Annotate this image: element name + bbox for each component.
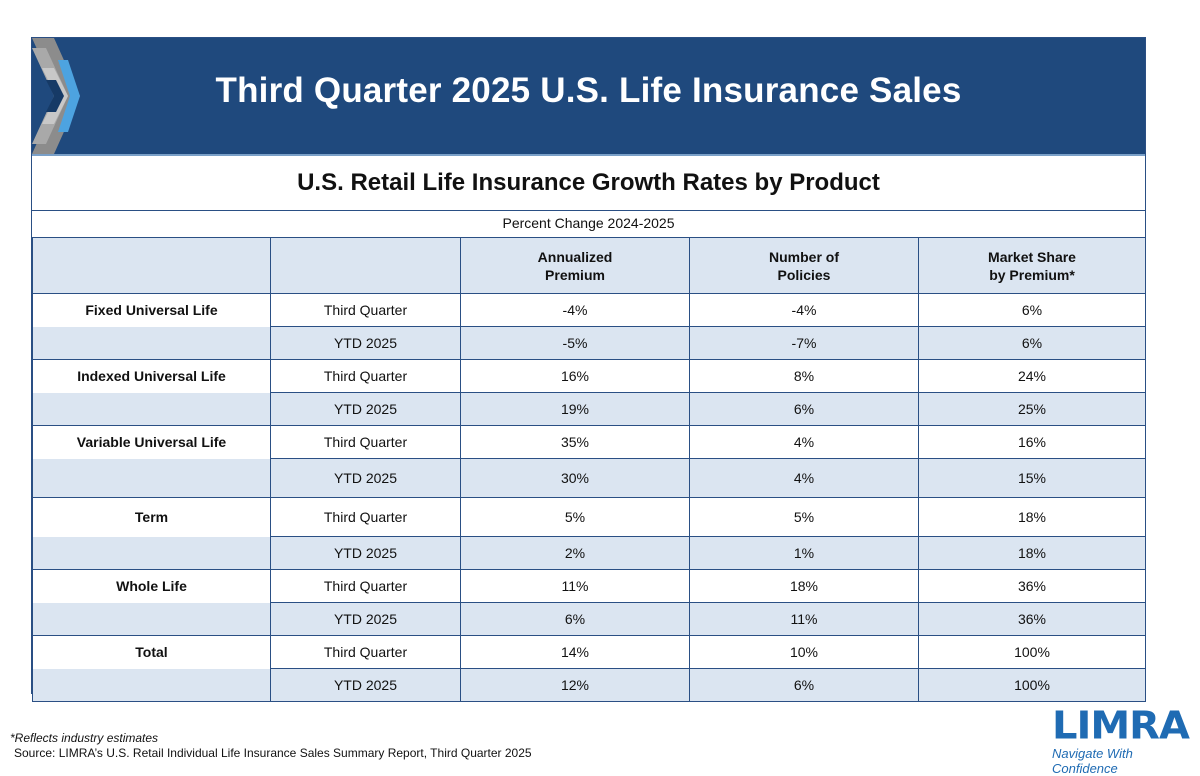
table-row: YTD 2025 19% 6% 25% [32, 392, 1146, 426]
premium-cell: 14% [460, 635, 690, 669]
table-row: Fixed Universal Life Third Quarter -4% -… [32, 293, 1146, 327]
share-cell: 15% [918, 458, 1146, 498]
table-row: YTD 2025 12% 6% 100% [32, 668, 1146, 702]
policies-cell: 18% [689, 569, 919, 603]
header-annualized-premium: Annualized Premium [460, 237, 690, 294]
table-row: YTD 2025 2% 1% 18% [32, 536, 1146, 570]
policies-cell: 10% [689, 635, 919, 669]
premium-cell: 16% [460, 359, 690, 393]
policies-cell: -4% [689, 293, 919, 327]
footnote: *Reflects industry estimates [10, 731, 159, 745]
premium-cell: 5% [460, 497, 690, 537]
policies-cell: -7% [689, 326, 919, 360]
product-label: Fixed Universal Life [32, 293, 271, 327]
premium-cell: 19% [460, 392, 690, 426]
table-row: Total Third Quarter 14% 10% 100% [32, 635, 1146, 669]
policies-cell: 8% [689, 359, 919, 393]
product-label: Whole Life [32, 569, 271, 603]
table-row: Indexed Universal Life Third Quarter 16%… [32, 359, 1146, 393]
table-row: Whole Life Third Quarter 11% 18% 36% [32, 569, 1146, 603]
period-label: Percent Change 2024-2025 [32, 210, 1145, 238]
share-cell: 100% [918, 668, 1146, 702]
period-cell: YTD 2025 [270, 326, 461, 360]
product-label [32, 458, 271, 498]
policies-cell: 11% [689, 602, 919, 636]
product-label [32, 392, 271, 426]
header-market-share: Market Share by Premium* [918, 237, 1146, 294]
premium-cell: 11% [460, 569, 690, 603]
policies-cell: 6% [689, 392, 919, 426]
share-cell: 18% [918, 497, 1146, 537]
share-cell: 25% [918, 392, 1146, 426]
period-cell: YTD 2025 [270, 668, 461, 702]
policies-cell: 1% [689, 536, 919, 570]
policies-cell: 5% [689, 497, 919, 537]
product-label [32, 668, 271, 702]
period-cell: YTD 2025 [270, 458, 461, 498]
policies-cell: 4% [689, 425, 919, 459]
logo-wordmark: LIMRA [1052, 704, 1190, 748]
header-period [270, 237, 461, 294]
product-label: Variable Universal Life [32, 425, 271, 459]
product-label: Indexed Universal Life [32, 359, 271, 393]
period-cell: Third Quarter [270, 359, 461, 393]
table-subtitle: U.S. Retail Life Insurance Growth Rates … [32, 156, 1145, 211]
period-cell: YTD 2025 [270, 602, 461, 636]
premium-cell: 2% [460, 536, 690, 570]
premium-cell: 6% [460, 602, 690, 636]
table-row: Term Third Quarter 5% 5% 18% [32, 497, 1146, 537]
product-label [32, 326, 271, 360]
table-row: YTD 2025 6% 11% 36% [32, 602, 1146, 636]
share-cell: 6% [918, 326, 1146, 360]
premium-cell: -4% [460, 293, 690, 327]
share-cell: 36% [918, 569, 1146, 603]
period-cell: Third Quarter [270, 635, 461, 669]
premium-cell: 12% [460, 668, 690, 702]
table-row: YTD 2025 -5% -7% 6% [32, 326, 1146, 360]
premium-cell: -5% [460, 326, 690, 360]
limra-logo: LIMRA Navigate With Confidence [1052, 704, 1190, 776]
policies-cell: 6% [689, 668, 919, 702]
growth-table: Annualized Premium Number of Policies Mark… [32, 237, 1146, 702]
premium-cell: 30% [460, 458, 690, 498]
report-frame: Third Quarter 2025 U.S. Life Insurance S… [31, 37, 1146, 702]
period-cell: Third Quarter [270, 497, 461, 537]
product-label [32, 536, 271, 570]
share-cell: 36% [918, 602, 1146, 636]
premium-cell: 35% [460, 425, 690, 459]
title-banner: Third Quarter 2025 U.S. Life Insurance S… [32, 38, 1145, 156]
product-label: Total [32, 635, 271, 669]
source-note: Source: LIMRA’s U.S. Retail Individual L… [14, 746, 532, 760]
chevron-logo-icon [32, 38, 80, 154]
share-cell: 16% [918, 425, 1146, 459]
table-row: Variable Universal Life Third Quarter 35… [32, 425, 1146, 459]
header-number-of-policies: Number of Policies [689, 237, 919, 294]
period-cell: Third Quarter [270, 569, 461, 603]
product-label: Term [32, 497, 271, 537]
period-cell: Third Quarter [270, 425, 461, 459]
period-cell: Third Quarter [270, 293, 461, 327]
share-cell: 100% [918, 635, 1146, 669]
header-product [32, 237, 271, 294]
product-label [32, 602, 271, 636]
policies-cell: 4% [689, 458, 919, 498]
table-row: YTD 2025 30% 4% 15% [32, 458, 1146, 498]
header-row: Annualized Premium Number of Policies Mark… [32, 237, 1146, 294]
logo-tagline: Navigate With Confidence [1052, 746, 1133, 776]
share-cell: 18% [918, 536, 1146, 570]
period-cell: YTD 2025 [270, 536, 461, 570]
period-cell: YTD 2025 [270, 392, 461, 426]
share-cell: 24% [918, 359, 1146, 393]
share-cell: 6% [918, 293, 1146, 327]
page-title: Third Quarter 2025 U.S. Life Insurance S… [215, 71, 962, 110]
